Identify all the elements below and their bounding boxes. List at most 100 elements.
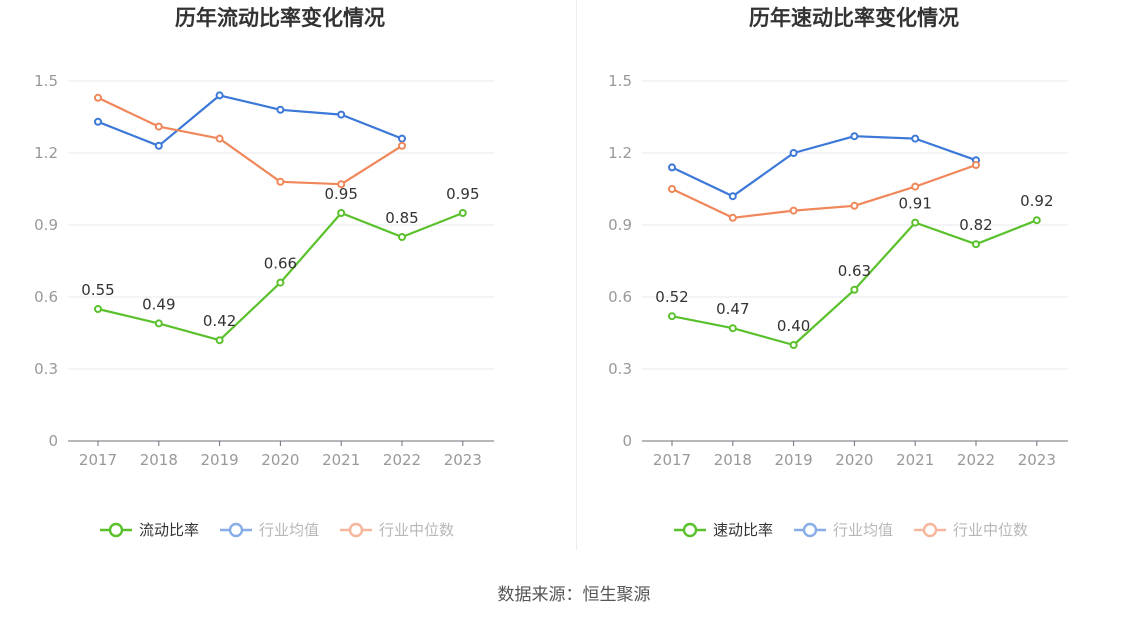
legend-item[interactable]: 速动比率 [674, 521, 773, 539]
data-point[interactable] [276, 177, 285, 186]
legend-label: 行业均值 [259, 521, 319, 539]
x-tick-label: 2022 [383, 451, 421, 469]
data-point[interactable] [850, 132, 859, 141]
legend-item[interactable]: 行业均值 [220, 521, 319, 539]
data-point[interactable] [398, 134, 406, 143]
data-point[interactable] [911, 134, 920, 143]
data-point[interactable] [728, 213, 737, 222]
data-point[interactable] [154, 319, 163, 328]
quick-ratio-chart-svg: 历年速动比率变化情况 0 0.3 0.6 0.9 1.2 1.5 2017 2018 2019 20… [608, 6, 1068, 539]
current-ratio-chart-svg: 历年流动比率变化情况 0 0.3 0.6 0.9 1.2 1.5 2017 2018 2019 20… [34, 6, 494, 539]
data-point[interactable] [398, 233, 406, 241]
series-line [671, 163, 977, 219]
legend-marker [802, 522, 818, 538]
legend-item[interactable]: 行业中位数 [340, 521, 454, 539]
legend-label: 行业中位数 [379, 521, 454, 539]
data-label: 0.85 [385, 209, 418, 227]
data-point[interactable] [276, 105, 285, 114]
data-point[interactable] [668, 163, 676, 172]
data-point[interactable] [789, 206, 798, 215]
data-label: 0.91 [898, 195, 931, 213]
x-tick-label: 2018 [140, 451, 178, 469]
data-point[interactable] [337, 110, 346, 119]
legend-marker [922, 522, 938, 538]
current-ratio-chart: 历年流动比率变化情况 0 0.3 0.6 0.9 1.2 1.5 2017 2018 2019 20… [0, 0, 574, 560]
y-tick-label: 0.3 [34, 360, 58, 378]
data-label: 0.42 [203, 312, 236, 330]
data-point[interactable] [94, 93, 102, 102]
data-point[interactable] [94, 305, 102, 313]
data-point[interactable] [337, 180, 346, 189]
data-label: 0.63 [838, 262, 871, 280]
y-tick-label: 1.5 [34, 72, 58, 90]
x-tick-label: 2020 [261, 451, 299, 469]
chart-title: 历年速动比率变化情况 [749, 6, 959, 30]
series-line [671, 219, 1038, 347]
chart-divider [576, 0, 577, 550]
series-line [671, 135, 977, 198]
legend-marker [108, 522, 124, 538]
data-point[interactable] [668, 312, 676, 321]
data-point[interactable] [668, 185, 676, 193]
data-point[interactable] [728, 192, 737, 201]
x-tick-label: 2021 [322, 451, 360, 469]
x-tick-label: 2019 [201, 451, 239, 469]
data-point[interactable] [850, 285, 859, 294]
x-tick-label: 2021 [896, 451, 934, 469]
data-label: 0.40 [777, 317, 810, 335]
x-tick-label: 2018 [714, 451, 752, 469]
data-point[interactable] [789, 149, 798, 157]
legend-label: 流动比率 [139, 521, 199, 539]
data-point[interactable] [972, 240, 980, 249]
chart-title: 历年流动比率变化情况 [175, 6, 385, 30]
data-point[interactable] [458, 209, 467, 217]
data-label: 0.95 [324, 185, 357, 203]
legend-marker [228, 522, 244, 538]
data-point[interactable] [728, 324, 737, 333]
y-tick-label: 1.2 [34, 144, 58, 162]
data-point[interactable] [911, 218, 920, 227]
data-label: 0.92 [1020, 192, 1053, 210]
data-point[interactable] [276, 278, 285, 287]
data-label: 0.49 [142, 295, 175, 313]
data-label: 0.95 [446, 185, 479, 203]
legend-label: 行业均值 [833, 521, 893, 539]
y-tick-label: 0.9 [34, 216, 58, 234]
y-tick-label: 1.5 [608, 72, 632, 90]
x-tick-label: 2019 [775, 451, 813, 469]
y-tick-label: 0 [622, 432, 632, 450]
legend-label: 速动比率 [713, 521, 773, 539]
y-tick-label: 0.9 [608, 216, 632, 234]
y-tick-label: 0.6 [608, 288, 632, 306]
data-point[interactable] [154, 122, 163, 131]
data-point[interactable] [789, 341, 798, 349]
data-point[interactable] [215, 134, 224, 143]
data-point[interactable] [1032, 216, 1041, 225]
data-point[interactable] [94, 117, 102, 126]
x-tick-label: 2017 [79, 451, 117, 469]
quick-ratio-chart: 历年速动比率变化情况 0 0.3 0.6 0.9 1.2 1.5 2017 2018 2019 20… [574, 0, 1148, 560]
x-tick-label: 2017 [653, 451, 691, 469]
legend-marker [682, 522, 698, 538]
data-point[interactable] [850, 201, 859, 210]
data-point[interactable] [215, 91, 224, 100]
legend-label: 行业中位数 [953, 521, 1028, 539]
x-tick-label: 2023 [1018, 451, 1056, 469]
data-point[interactable] [337, 209, 346, 217]
data-point[interactable] [972, 161, 980, 169]
legend-item[interactable]: 行业中位数 [914, 521, 1028, 539]
x-tick-label: 2023 [444, 451, 482, 469]
data-label: 0.55 [81, 281, 114, 299]
y-tick-label: 0.6 [34, 288, 58, 306]
data-source: 数据来源：恒生聚源 [497, 585, 651, 605]
data-point[interactable] [911, 182, 920, 191]
x-tick-label: 2020 [835, 451, 873, 469]
data-point[interactable] [398, 141, 406, 150]
data-point[interactable] [215, 336, 224, 345]
y-tick-label: 1.2 [608, 144, 632, 162]
data-point[interactable] [154, 141, 163, 150]
legend-item[interactable]: 行业均值 [794, 521, 893, 539]
legend-item[interactable]: 流动比率 [100, 521, 199, 539]
x-tick-label: 2022 [957, 451, 995, 469]
data-label: 0.82 [959, 216, 992, 234]
